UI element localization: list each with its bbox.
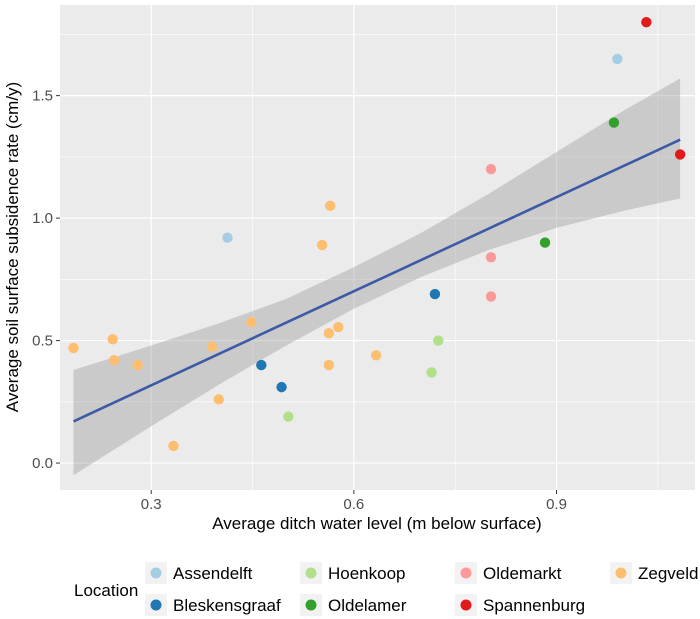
data-points: [68, 16, 686, 452]
point-zegveld: [132, 359, 143, 371]
point-zegveld: [333, 321, 344, 333]
point-bleskensgraaf: [276, 381, 287, 393]
legend-key-hoenkoop: [305, 567, 317, 579]
legend: Location Assendelft Bleskensgraaf Hoenkoop…: [74, 562, 698, 616]
legend-label: Bleskensgraaf: [173, 596, 281, 615]
point-assendelft: [222, 232, 233, 243]
y-tick-label: 1.5: [32, 88, 53, 105]
point-zegveld: [68, 342, 79, 354]
point-spannenburg: [674, 149, 686, 160]
legend-label: Spannenburg: [483, 596, 585, 615]
point-oldemarkt: [485, 291, 497, 302]
point-zegveld: [323, 328, 335, 339]
point-zegveld: [316, 239, 328, 251]
legend-key-oldemarkt: [460, 567, 472, 579]
legend-key-zegveld: [615, 567, 627, 579]
point-oldemarkt: [485, 252, 497, 263]
point-oldelamer: [539, 237, 551, 248]
x-tick-label: 0.6: [343, 496, 364, 513]
point-hoenkoop: [283, 411, 294, 422]
point-zegveld: [245, 317, 257, 328]
point-hoenkoop: [433, 335, 444, 346]
grid-lines: [60, 5, 695, 490]
legend-key-spannenburg: [460, 599, 472, 611]
legend-label: Zegveld: [638, 564, 698, 583]
legend-key-assendelft: [150, 567, 162, 579]
point-zegveld: [108, 354, 120, 366]
x-axis-title: Average ditch water level (m below surfa…: [212, 514, 541, 533]
point-bleskensgraaf: [256, 359, 267, 371]
point-zegveld: [370, 350, 382, 361]
x-tick-label: 0.3: [141, 496, 162, 513]
point-zegveld: [325, 200, 336, 212]
y-tick-label: 0.0: [32, 455, 53, 472]
legend-label: Hoenkoop: [328, 564, 406, 583]
point-oldelamer: [608, 117, 620, 128]
point-zegveld: [213, 394, 224, 405]
confidence-band: [73, 78, 681, 476]
plot-panel: [60, 5, 695, 490]
legend-label: Assendelft: [173, 564, 253, 583]
point-zegveld: [168, 440, 179, 452]
x-axis-ticks: 0.3 0.6 0.9: [141, 490, 567, 513]
point-oldemarkt: [485, 163, 497, 175]
point-bleskensgraaf: [429, 288, 441, 300]
point-zegveld: [206, 341, 218, 352]
point-zegveld: [107, 334, 118, 345]
point-assendelft: [612, 53, 623, 65]
y-tick-label: 0.5: [32, 333, 53, 350]
point-zegveld: [323, 359, 335, 371]
legend-label: Oldemarkt: [483, 564, 562, 583]
legend-key-bleskensgraaf: [150, 599, 162, 611]
legend-key-oldelamer: [305, 599, 317, 611]
legend-title: Location: [74, 581, 138, 600]
legend-label: Oldelamer: [328, 596, 407, 615]
y-axis-title: Average soil surface subsidence rate (cm…: [3, 82, 22, 412]
y-axis-ticks: 0.0 0.5 1.0 1.5: [32, 88, 60, 472]
point-hoenkoop: [426, 367, 437, 378]
regression-line: [72, 138, 681, 423]
x-tick-label: 0.9: [546, 496, 567, 513]
y-tick-label: 1.0: [32, 210, 53, 227]
point-spannenburg: [641, 16, 652, 28]
